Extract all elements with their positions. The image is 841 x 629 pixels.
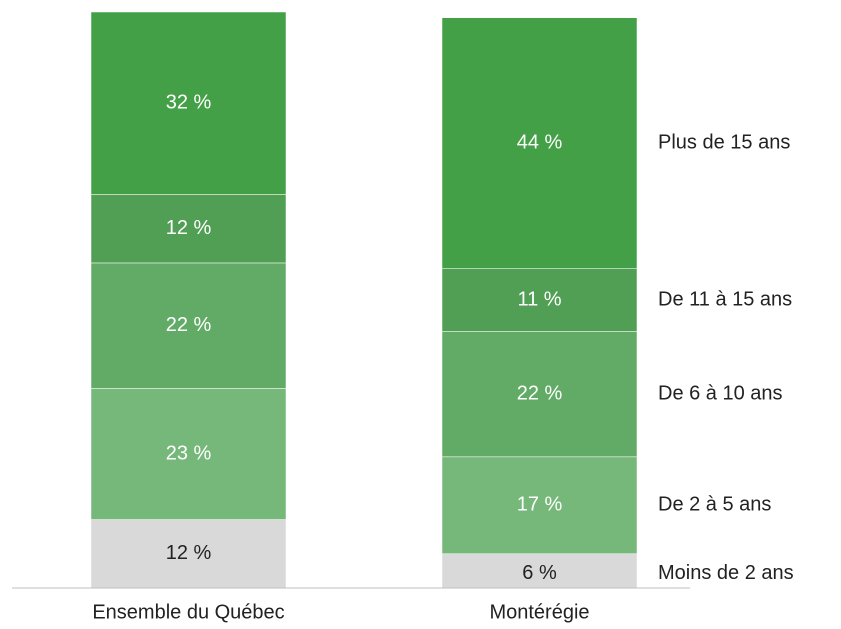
- legend-label: De 6 à 10 ans: [658, 382, 783, 404]
- legend-label: De 2 à 5 ans: [658, 494, 771, 516]
- legend-label: Plus de 15 ans: [658, 131, 790, 153]
- bar-segment: [441, 456, 638, 555]
- data-label: 12 %: [166, 217, 212, 239]
- bar-segment: [90, 519, 287, 589]
- legend-label: Moins de 2 ans: [658, 562, 794, 584]
- bar-segment: [441, 268, 638, 332]
- data-label: 22 %: [166, 314, 212, 336]
- x-tick-label: Ensemble du Québec: [92, 601, 284, 623]
- legend-label: De 11 à 15 ans: [658, 288, 792, 310]
- bar-segment: [90, 194, 287, 264]
- data-label: 44 %: [517, 131, 563, 153]
- x-tick-label: Montérégie: [489, 601, 589, 623]
- data-label: 6 %: [522, 562, 557, 584]
- bar-segment: [441, 17, 638, 269]
- data-label: 22 %: [517, 382, 563, 404]
- bar-segment: [90, 388, 287, 520]
- data-label: 23 %: [166, 442, 212, 464]
- data-label: 11 %: [517, 288, 561, 310]
- bar-segment: [441, 331, 638, 458]
- bar-segment: [441, 553, 638, 589]
- bar-segment: [90, 11, 287, 195]
- data-label: 17 %: [517, 494, 563, 516]
- data-label: 32 %: [166, 92, 212, 114]
- data-label: 12 %: [166, 542, 212, 564]
